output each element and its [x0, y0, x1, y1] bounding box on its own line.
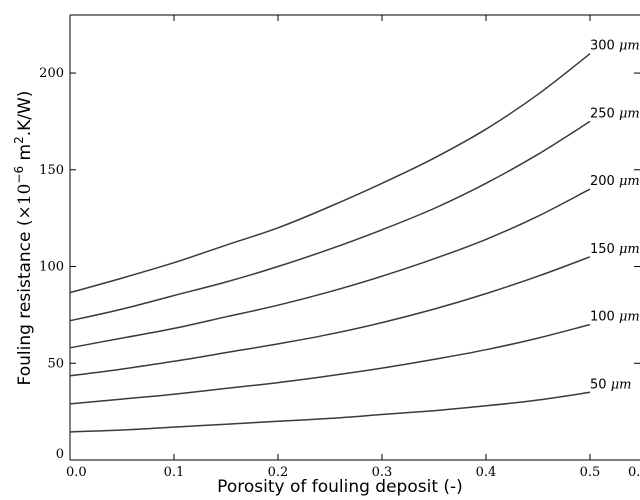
series-lines [69, 53, 591, 433]
series-label-value: 250 [590, 106, 619, 121]
series-label-unit: μm [611, 377, 632, 392]
series-line-100 [69, 323, 591, 405]
series-line-150 [69, 256, 591, 377]
series-line-50 [69, 391, 591, 433]
y-axis-title-prefix: Fouling resistance ( [15, 219, 35, 385]
x-axis-title: Porosity of fouling deposit (-) [217, 477, 463, 497]
series-label-unit: μm [619, 106, 640, 121]
y-tick-label: 200 [39, 66, 64, 81]
series-label-150: 150 μm [590, 242, 640, 257]
y-tick-label: 0 [56, 447, 64, 462]
series-label-250: 250 μm [590, 106, 640, 121]
series-label-unit: μm [619, 39, 640, 54]
y-tick-label: 150 [39, 163, 64, 178]
y-axis-title: Fouling resistance (×10−6 m2.K/W) [12, 91, 35, 386]
series-label-value: 150 [590, 242, 619, 257]
series-label-value: 300 [590, 39, 619, 54]
y-axis-title-unit: m [15, 144, 35, 166]
series-label-unit: μm [619, 242, 640, 257]
x-tick-label: 0.5 [580, 465, 601, 480]
x-tick-label: 0.2 [268, 465, 289, 480]
series-label-200: 200 μm [590, 174, 640, 189]
series-label-unit: μm [619, 310, 640, 325]
x-tick-label: 0.1 [164, 465, 185, 480]
x-tick-label: 0.3 [372, 465, 393, 480]
y-axis-title-exponent: −6 [12, 166, 26, 184]
y-tick-label: 100 [39, 260, 64, 275]
series-label-value: 200 [590, 174, 619, 189]
plot-frame [69, 14, 640, 461]
y-axis-ticks: 0 50 100 150 200 [39, 66, 640, 462]
series-label-300: 300 μm [590, 39, 640, 54]
series-label-value: 100 [590, 310, 619, 325]
series-line-300 [69, 53, 591, 294]
series-label-50: 50 μm [590, 377, 631, 392]
y-axis-title-unit-sup: 2 [12, 136, 26, 144]
y-tick-label: 50 [47, 356, 64, 371]
x-tick-label: 0.4 [476, 465, 497, 480]
y-axis-title-times: ×10 [15, 184, 35, 220]
series-label-unit: μm [619, 174, 640, 189]
x-axis-ticks: 0.0 0.1 0.2 0.3 0.4 0.5 0.5 [66, 15, 640, 480]
series-label-value: 50 [590, 377, 611, 392]
series-line-200 [69, 188, 591, 349]
x-tick-label-partial: 0.5 [628, 465, 640, 480]
series-label-100: 100 μm [590, 310, 640, 325]
x-tick-label: 0.0 [66, 465, 87, 480]
series-line-250 [69, 120, 591, 322]
y-axis-title-unit-tail: .K/W) [15, 91, 35, 137]
